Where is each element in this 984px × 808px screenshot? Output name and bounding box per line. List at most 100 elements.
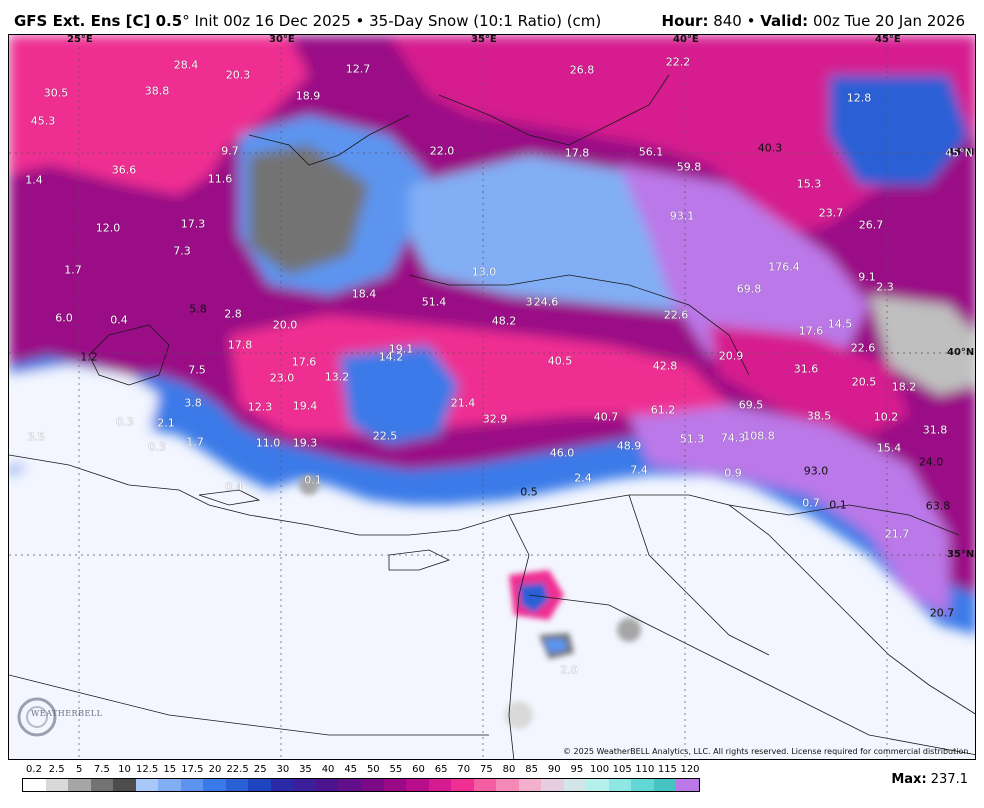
snow-value-label: 11.0 — [255, 436, 281, 450]
legend-tick-label: 17.5 — [181, 764, 204, 775]
snow-value-label: 21.7 — [884, 527, 910, 541]
snow-value-label: 22.5 — [372, 429, 398, 443]
legend-swatch — [563, 779, 587, 791]
snow-value-label: 7.3 — [173, 244, 191, 258]
legend-swatch — [68, 779, 91, 791]
legend-swatch — [293, 779, 316, 791]
snow-value-label: 1.2 — [80, 350, 98, 364]
snow-value-label: 9.1 — [858, 270, 876, 284]
legend-swatch — [631, 779, 654, 791]
hour-label: Hour: — [661, 12, 709, 30]
snow-value-label: 18.4 — [351, 287, 377, 301]
snow-value-label: 51.4 — [421, 295, 447, 309]
legend-tick-label: 120 — [680, 764, 700, 775]
longitude-label: 30°E — [269, 34, 295, 45]
snow-value-label: 17.3 — [180, 217, 206, 231]
snow-value-label: 3.5 — [27, 430, 45, 444]
legend-tick-label: 22.5 — [226, 764, 249, 775]
snow-value-label: 40.5 — [547, 354, 573, 368]
legend-tick-label: 15 — [163, 764, 177, 775]
snow-value-label: 2.0 — [560, 663, 578, 677]
snow-value-label: 31.6 — [793, 362, 819, 376]
snow-value-label: 74.3 — [720, 431, 746, 445]
latitude-label: 35°N — [947, 549, 975, 560]
snow-value-label: 14.5 — [827, 317, 853, 331]
snow-value-label: 1.7 — [186, 435, 204, 449]
snow-value-label: 22.6 — [663, 308, 689, 322]
snow-value-label: 56.1 — [638, 145, 664, 159]
snow-value-label: 20.5 — [851, 375, 877, 389]
legend-swatch — [360, 779, 384, 791]
legend-swatch — [113, 779, 136, 791]
snow-value-label: 15.3 — [796, 177, 822, 191]
max-number: 237.1 — [926, 772, 968, 787]
legend-swatch — [653, 779, 677, 791]
snow-value-label: 69.8 — [736, 282, 762, 296]
snow-value-label: 12.3 — [247, 400, 273, 414]
legend-swatch — [135, 779, 159, 791]
latitude-label: 45°N — [947, 147, 975, 158]
legend-swatch — [608, 779, 632, 791]
legend-swatch — [180, 779, 204, 791]
snow-value-label: 59.8 — [676, 160, 702, 174]
legend-tick-label: 5 — [76, 764, 83, 775]
latitude-label: 40°N — [947, 347, 975, 358]
snow-value-label: 24.0 — [918, 455, 944, 469]
legend-tick-label: 75 — [480, 764, 493, 775]
snow-value-label: 24.6 — [533, 295, 559, 309]
legend-swatch — [158, 779, 181, 791]
snowfall-map[interactable]: 25°E 30°E 35°E 40°E 45°E 45°N 40°N 35°N … — [8, 34, 976, 760]
legend-swatch — [406, 779, 429, 791]
snow-value-label: 36.6 — [111, 163, 137, 177]
legend-tick-label: 105 — [612, 764, 632, 775]
legend-swatch — [203, 779, 226, 791]
snow-value-label: 40.7 — [593, 410, 619, 424]
snow-value-label: 22.6 — [850, 341, 876, 355]
valid-value: 00z Tue 20 Jan 2026 — [808, 12, 965, 30]
snow-value-label: 31.8 — [922, 423, 948, 437]
legend-tick-label: 90 — [547, 764, 561, 775]
snow-value-label: 30.5 — [43, 86, 69, 100]
legend-tick-label: 45 — [344, 764, 358, 775]
legend-swatch — [270, 779, 294, 791]
snow-value-label: 2.3 — [876, 280, 894, 294]
snow-value-label: 13.2 — [324, 370, 350, 384]
legend-tick-label: 50 — [366, 764, 380, 775]
snow-value-label: 108.8 — [743, 429, 775, 443]
legend-tick-label: 80 — [502, 764, 516, 775]
snow-value-label: 51.3 — [679, 432, 705, 446]
snow-value-label: 0.9 — [724, 466, 742, 480]
snow-value-label: 22.2 — [665, 55, 691, 69]
snow-value-label: 2.8 — [224, 307, 242, 321]
legend-tick-label: 115 — [657, 764, 677, 775]
snow-value-label: 10.2 — [873, 410, 899, 424]
legend-tick-label: 85 — [525, 764, 539, 775]
longitude-label: 40°E — [673, 34, 699, 45]
snow-value-label: 13.0 — [471, 265, 497, 279]
longitude-label: 25°E — [67, 34, 93, 45]
snow-value-label: 0.3 — [116, 415, 134, 429]
legend-tick-label: 12.5 — [135, 764, 159, 775]
snow-value-label: 7.5 — [188, 363, 206, 377]
snow-value-label: 69.5 — [738, 398, 764, 412]
longitude-label: 45°E — [875, 34, 901, 45]
snow-value-label: 0.1 — [304, 473, 322, 487]
snow-value-label: 40.3 — [757, 141, 783, 155]
legend-tick-label: 70 — [457, 764, 471, 775]
model-name: GFS Ext. Ens [C] 0.5 — [14, 12, 183, 30]
map-fill — [9, 35, 975, 759]
legend-tick-label: 65 — [434, 764, 448, 775]
snow-value-label: 2.1 — [157, 416, 175, 430]
snow-value-label: 18.9 — [295, 89, 321, 103]
snow-value-label: 38.8 — [144, 84, 170, 98]
legend-tick-label: 110 — [635, 764, 655, 775]
snow-value-label: 46.0 — [549, 446, 575, 460]
snow-value-label: 20.0 — [272, 318, 298, 332]
snow-value-label: 20.7 — [929, 606, 955, 620]
run-description: Init 00z 16 Dec 2025 • 35-Day Snow (10:1… — [189, 12, 602, 30]
legend-tick-label: 40 — [321, 764, 335, 775]
snow-value-label: 17.8 — [564, 146, 590, 160]
legend-swatch — [586, 779, 609, 791]
legend-swatch — [451, 779, 474, 791]
legend-tick-label: 10 — [118, 764, 131, 775]
